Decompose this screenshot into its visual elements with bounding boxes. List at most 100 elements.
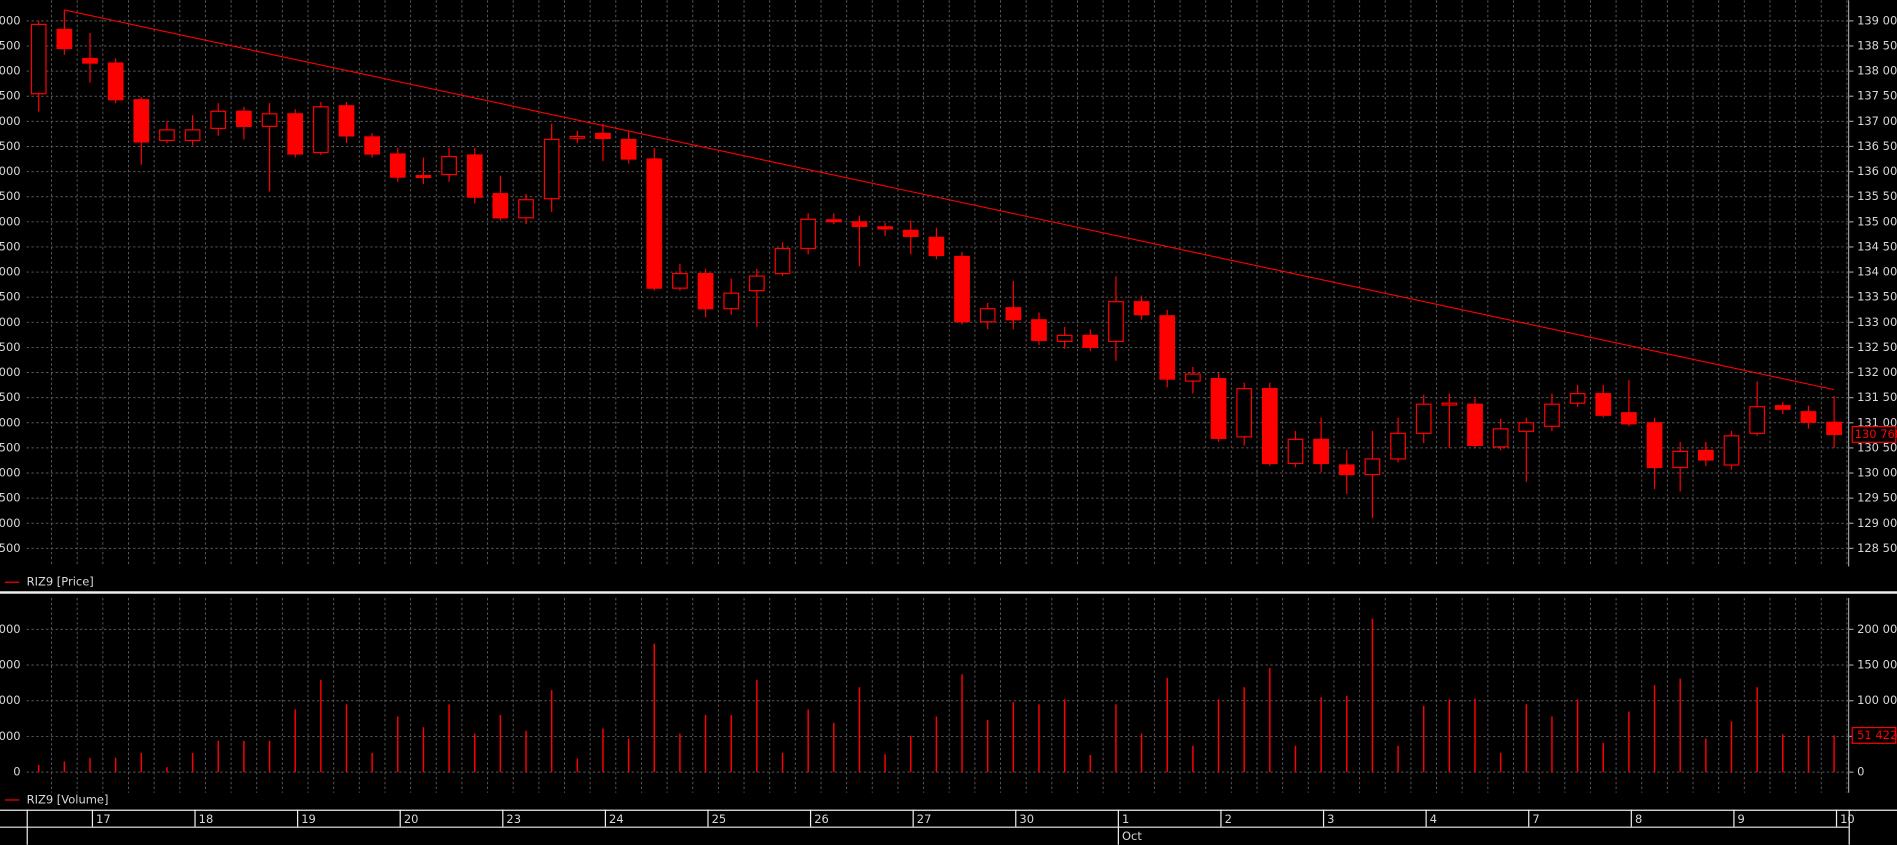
candle-body: [877, 226, 893, 230]
candle-body: [1210, 377, 1227, 439]
y-tick-label: 135 500: [1857, 189, 1897, 203]
x-tick-label: 26: [814, 812, 829, 826]
candle-body: [1800, 411, 1817, 423]
y-tick-label: 132 000: [1857, 365, 1897, 379]
y-tick-label-left: 137 500: [0, 89, 21, 103]
x-tick-label: 8: [1635, 812, 1642, 826]
y-tick-label: 129 500: [1857, 491, 1897, 505]
y-tick-label-left: 137 000: [0, 114, 21, 128]
candle-body: [1518, 422, 1535, 432]
y-tick-label-left: 138 500: [0, 38, 21, 52]
y-tick-label-left: 128 500: [0, 541, 21, 555]
candle-body: [825, 219, 842, 223]
volume-legend: RIZ9 [Volume]: [27, 792, 109, 806]
y-tick-label-left: 135 500: [0, 189, 21, 203]
candle-body: [441, 155, 457, 176]
candle-body: [1005, 307, 1022, 321]
candle-body: [1672, 450, 1689, 469]
y-tick-label: 134 000: [1857, 265, 1897, 279]
y-tick-label-left: 0: [13, 765, 20, 779]
candle-body: [1621, 412, 1637, 425]
candle-body: [800, 218, 817, 250]
y-tick-label: 0: [1857, 765, 1864, 779]
candle-body: [1723, 435, 1740, 466]
candle-body: [723, 292, 740, 310]
candle-body: [697, 272, 714, 310]
candle-body: [1338, 464, 1355, 476]
y-tick-label: 138 500: [1857, 38, 1897, 52]
candle-body: [1185, 373, 1201, 382]
candle-body: [518, 199, 534, 219]
candle-body: [1364, 458, 1381, 476]
candle-body: [287, 113, 304, 155]
time-axis-frame: [0, 809, 1897, 845]
candle-body: [1261, 388, 1278, 465]
candle-body: [210, 110, 227, 129]
x-tick-label: 25: [712, 812, 727, 826]
candle-body: [236, 110, 252, 127]
y-tick-label-left: 133 000: [0, 315, 21, 329]
y-tick-label-left: 136 000: [0, 164, 21, 178]
x-tick-label: 7: [1532, 812, 1539, 826]
y-tick-label-left: 133 500: [0, 290, 21, 304]
candle-body: [133, 99, 150, 143]
candle-body: [312, 106, 329, 154]
candle-body: [1159, 315, 1176, 380]
y-tick-label: 133 500: [1857, 290, 1897, 304]
candle-body: [774, 247, 791, 275]
x-tick-label: 4: [1430, 812, 1437, 826]
x-tick-label: 24: [609, 812, 624, 826]
y-tick-label-left: 150 000: [0, 658, 21, 672]
candle-body: [415, 175, 432, 179]
month-label: Oct: [1122, 829, 1142, 843]
y-tick-label-left: 138 000: [0, 64, 21, 78]
trend-line: [64, 9, 1835, 391]
y-tick-label: 131 000: [1857, 415, 1897, 429]
y-tick-label: 138 000: [1857, 64, 1897, 78]
y-tick-label: 136 000: [1857, 164, 1897, 178]
y-tick-label-left: 134 500: [0, 239, 21, 253]
x-tick-label: 2: [1225, 812, 1232, 826]
candle-body: [595, 132, 611, 140]
x-tick-label: 30: [1019, 812, 1034, 826]
candle-body: [569, 135, 586, 139]
x-tick-label: 20: [404, 812, 419, 826]
y-tick-label-left: 129 500: [0, 491, 21, 505]
candle-body: [672, 272, 688, 289]
candle-body: [1544, 403, 1560, 427]
y-tick-label: 139 000: [1857, 13, 1897, 27]
candle-body: [1826, 421, 1842, 436]
y-tick-label-left: 130 500: [0, 440, 21, 454]
y-tick-label-left: 135 000: [0, 214, 21, 228]
x-tick-label: 18: [199, 812, 214, 826]
y-tick-label-left: 129 000: [0, 516, 21, 530]
last-volume-box: [1851, 726, 1897, 744]
y-tick-label-left: 132 500: [0, 340, 21, 354]
y-tick-label-left: 132 000: [0, 365, 21, 379]
candle-body: [261, 113, 278, 127]
y-tick-label: 130 500: [1857, 440, 1897, 454]
y-tick-label-left: 131 500: [0, 390, 21, 404]
candle-body: [1774, 405, 1791, 410]
y-tick-label: 134 500: [1857, 239, 1897, 253]
price-legend: RIZ9 [Price]: [27, 575, 94, 589]
y-tick-label: 137 000: [1857, 114, 1897, 128]
candle-body: [159, 129, 175, 142]
candle-body: [1697, 449, 1714, 461]
y-tick-label: 150 000: [1857, 658, 1897, 672]
candle-body: [851, 221, 868, 227]
candle-body: [620, 138, 637, 160]
candle-body: [1031, 319, 1047, 341]
candle-body: [30, 23, 47, 95]
x-tick-label: 9: [1738, 812, 1745, 826]
y-tick-label: 133 000: [1857, 315, 1897, 329]
y-tick-label-left: 100 000: [0, 693, 21, 707]
y-tick-label-left: 130 000: [0, 466, 21, 480]
candle-body: [466, 154, 483, 198]
y-tick-label: 136 500: [1857, 139, 1897, 153]
last-price-label: 130 768: [1855, 427, 1897, 441]
candle-body: [338, 105, 355, 137]
candle-body: [56, 28, 73, 50]
candle-body: [1313, 438, 1329, 465]
